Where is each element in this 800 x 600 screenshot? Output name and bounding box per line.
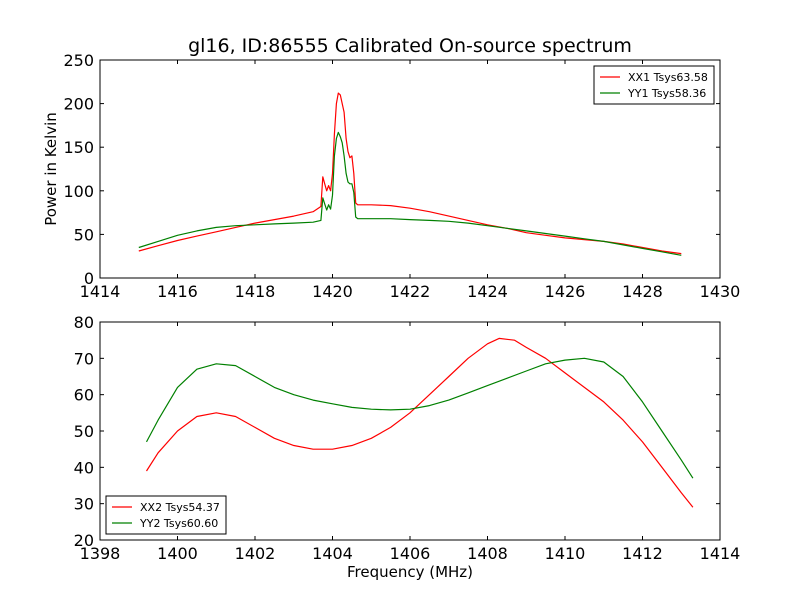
y-tick-label: 50 bbox=[74, 225, 94, 244]
x-tick-label: 1414 bbox=[700, 544, 741, 563]
y-tick-label: 40 bbox=[74, 458, 94, 477]
chart-1: 1414 1416 1418 1420 1422 1424 1426 1428 1430 0 50 1… bbox=[42, 35, 740, 301]
chart-title: gl16, ID:86555 Calibrated On-source spec… bbox=[188, 35, 632, 57]
y-tick-label: 50 bbox=[74, 422, 94, 441]
y-tick-label: 200 bbox=[63, 95, 94, 114]
y-tick-label: 100 bbox=[63, 182, 94, 201]
x-tick-label: 1420 bbox=[312, 282, 353, 301]
x-tick-label: 1398 bbox=[80, 544, 121, 563]
x-tick-label: 1404 bbox=[312, 544, 353, 563]
x-tick-label: 1414 bbox=[80, 282, 121, 301]
x-tick-label: 1416 bbox=[157, 282, 198, 301]
y-tick-label: 30 bbox=[74, 495, 94, 514]
x-axis-label: Frequency (MHz) bbox=[347, 563, 473, 581]
series-line-1 bbox=[145, 337, 694, 508]
x-tick-label: 1400 bbox=[157, 544, 198, 563]
legend-box bbox=[105, 495, 227, 535]
y-tick-label: 150 bbox=[63, 138, 94, 157]
x-tick-label: 1430 bbox=[700, 282, 741, 301]
x-tick-label: 1410 bbox=[545, 544, 586, 563]
x-tick-label: 1424 bbox=[467, 282, 508, 301]
legend: XX1 Tsys63.58 YY1 Tsys58.36 bbox=[593, 65, 715, 105]
y-tick-label: 0 bbox=[84, 269, 94, 288]
x-tick-label: 1428 bbox=[622, 282, 663, 301]
x-tick-label: 1418 bbox=[235, 282, 276, 301]
x-tick-label: 1408 bbox=[467, 544, 508, 563]
legend-label: YY2 Tsys60.60 bbox=[139, 517, 218, 530]
y-tick-label: 250 bbox=[63, 51, 94, 70]
y-tick-label: 80 bbox=[74, 313, 94, 332]
y-axis-label: Power in Kelvin bbox=[42, 112, 60, 226]
series-line-2 bbox=[138, 131, 682, 256]
legend-label: XX2 Tsys54.37 bbox=[140, 501, 220, 514]
y-tick-label: 70 bbox=[74, 349, 94, 368]
legend-label: YY1 Tsys58.36 bbox=[627, 87, 706, 100]
x-tick-label: 1426 bbox=[545, 282, 586, 301]
series-line-1 bbox=[138, 92, 682, 255]
x-tick-label: 1412 bbox=[622, 544, 663, 563]
legend-label: XX1 Tsys63.58 bbox=[628, 71, 708, 84]
legend: XX2 Tsys54.37 YY2 Tsys60.60 bbox=[105, 495, 227, 535]
x-tick-label: 1402 bbox=[235, 544, 276, 563]
x-tick-label: 1422 bbox=[390, 282, 431, 301]
x-tick-label: 1406 bbox=[390, 544, 431, 563]
series-line-2 bbox=[145, 357, 694, 479]
chart-2: 1398 1400 1402 1404 1406 1408 1410 1412 1414 20 30… bbox=[74, 313, 741, 581]
legend-box bbox=[593, 65, 715, 105]
y-tick-label: 60 bbox=[74, 386, 94, 405]
y-tick-label: 20 bbox=[74, 531, 94, 550]
